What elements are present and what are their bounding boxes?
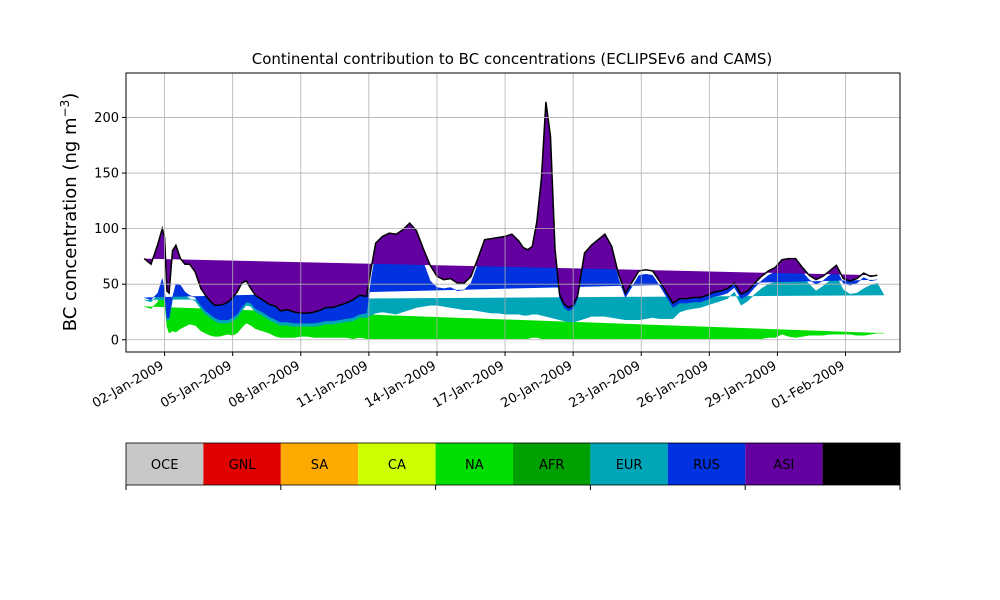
- legend-swatch-eur: [590, 443, 668, 485]
- x-tick-label: 14-Jan-2009: [362, 358, 439, 411]
- legend-label-oce: OCE: [151, 458, 179, 473]
- legend-swatch-rus: [667, 443, 746, 485]
- x-tick-label: 23-Jan-2009: [567, 358, 644, 411]
- x-tick-label: 17-Jan-2009: [430, 358, 507, 411]
- x-tick-label: 29-Jan-2009: [703, 358, 780, 411]
- legend-label-aus: AUS: [848, 458, 875, 473]
- area-series-na: [144, 288, 885, 339]
- x-tick-label: 26-Jan-2009: [635, 358, 712, 411]
- y-axis-label-text: BC concentration (ng m: [60, 117, 81, 331]
- x-tick-label: 20-Jan-2009: [499, 358, 576, 411]
- legend-swatch-oce: [126, 443, 204, 485]
- legend-swatch-aus: [822, 443, 900, 485]
- legend-label-na: NA: [465, 458, 484, 473]
- legend-label-sa: SA: [311, 458, 328, 473]
- legend-label-eur: EUR: [616, 458, 643, 473]
- y-tick-label: 0: [111, 333, 119, 348]
- legend-label-asi: ASI: [773, 458, 794, 473]
- y-axis-label-close: ): [60, 93, 81, 100]
- total-outline-line: [143, 101, 878, 314]
- legend-label-rus: RUS: [693, 458, 720, 473]
- axes-frame: [125, 72, 901, 353]
- y-tick-label: 100: [94, 222, 119, 237]
- y-axis-label-superscript: −3: [58, 100, 72, 118]
- y-tick-label: 200: [94, 111, 119, 126]
- x-tick-label: 11-Jan-2009: [294, 358, 371, 411]
- legend-swatch-afr: [513, 443, 591, 485]
- legend-swatch-asi: [745, 443, 823, 485]
- legend-label-gnl: GNL: [229, 458, 257, 473]
- y-axis-label: BC concentration (ng m−3): [58, 93, 81, 332]
- legend-swatch-na: [435, 443, 513, 485]
- legend-swatch-ca: [358, 443, 436, 485]
- legend-swatch-sa: [280, 443, 359, 485]
- legend-label-ca: CA: [388, 458, 406, 473]
- legend-label-afr: AFR: [539, 458, 564, 473]
- x-tick-label: 01-Feb-2009: [769, 358, 848, 412]
- y-tick-label: 50: [102, 278, 119, 293]
- y-tick-label: 150: [94, 167, 119, 182]
- plot-area: 0 50 100 150 200 02-Jan-200905-Jan-200908-Jan…: [90, 72, 901, 412]
- legend-swatch-gnl: [203, 443, 281, 485]
- legend-colorbar: OCE GNL SA CA NA AFR EUR RUS ASI AUS: [125, 442, 901, 490]
- chart-title: Continental contribution to BC concentra…: [252, 50, 773, 68]
- x-tick-label: 02-Jan-2009: [90, 358, 167, 411]
- legend-frame: [125, 442, 901, 486]
- x-tick-label: 05-Jan-2009: [158, 358, 235, 411]
- x-tick-label: 08-Jan-2009: [226, 358, 303, 411]
